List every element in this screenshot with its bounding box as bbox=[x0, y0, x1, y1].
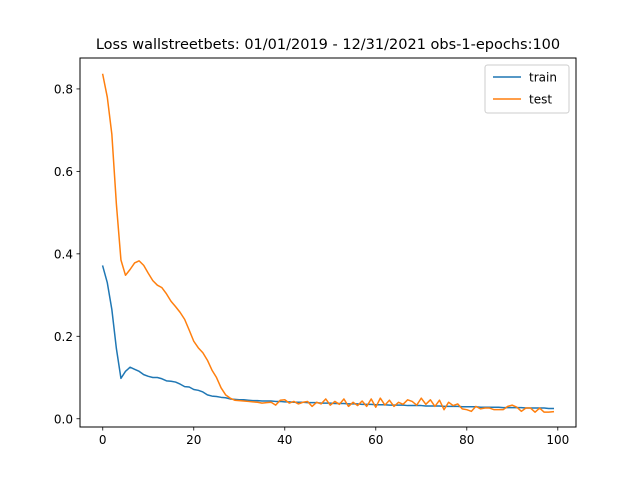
plot-frame bbox=[79, 57, 577, 428]
chart-title: Loss wallstreetbets: 01/01/2019 - 12/31/… bbox=[96, 37, 560, 53]
y-tick-label: 0.0 bbox=[54, 412, 73, 426]
x-tick-label: 60 bbox=[368, 433, 383, 447]
series-layer bbox=[101, 73, 555, 413]
plot-area bbox=[80, 58, 576, 427]
legend: train test bbox=[484, 64, 570, 114]
x-tick-label: 80 bbox=[459, 433, 474, 447]
x-axis: 0 20 40 60 80 100 bbox=[99, 427, 569, 447]
y-tick-label: 0.8 bbox=[54, 82, 73, 96]
x-tick-label: 20 bbox=[186, 433, 201, 447]
y-tick-label: 0.2 bbox=[54, 330, 73, 344]
series-line-test bbox=[101, 73, 555, 413]
legend-label-train: train bbox=[529, 71, 557, 85]
x-tick-label: 40 bbox=[277, 433, 292, 447]
y-tick-label: 0.6 bbox=[54, 165, 73, 179]
legend-label-test: test bbox=[529, 93, 552, 107]
x-tick-label: 0 bbox=[99, 433, 107, 447]
y-axis: 0.0 0.2 0.4 0.6 0.8 bbox=[54, 82, 80, 426]
x-tick-label: 100 bbox=[546, 433, 569, 447]
y-tick-label: 0.4 bbox=[54, 247, 73, 261]
